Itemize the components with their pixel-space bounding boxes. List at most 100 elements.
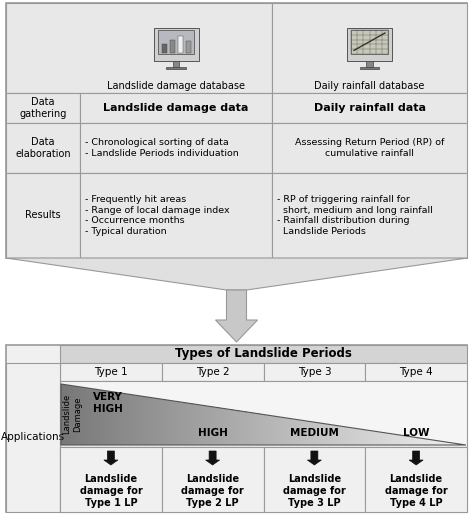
- Bar: [243, 411, 246, 445]
- Text: LOW: LOW: [403, 428, 429, 438]
- Bar: [169, 400, 172, 445]
- Bar: [6, 123, 80, 173]
- Bar: [183, 402, 186, 445]
- Bar: [166, 400, 169, 445]
- Bar: [142, 396, 145, 445]
- Bar: [75, 386, 78, 445]
- Bar: [459, 444, 463, 445]
- Bar: [227, 409, 230, 445]
- Bar: [112, 391, 115, 445]
- Bar: [60, 363, 162, 381]
- Polygon shape: [6, 258, 467, 290]
- Bar: [149, 397, 152, 445]
- Bar: [193, 404, 196, 445]
- Text: - RP of triggering rainfall for
  short, medium and long rainfall
- Rainfall dis: - RP of triggering rainfall for short, m…: [277, 195, 433, 236]
- Bar: [321, 423, 324, 445]
- Bar: [78, 387, 81, 445]
- Bar: [439, 441, 442, 445]
- Bar: [162, 399, 166, 445]
- Bar: [186, 403, 189, 445]
- Bar: [145, 397, 149, 445]
- Bar: [287, 418, 290, 445]
- Bar: [263, 363, 365, 381]
- Bar: [415, 437, 419, 445]
- Bar: [257, 414, 260, 445]
- Bar: [68, 385, 71, 445]
- Bar: [365, 363, 467, 381]
- Bar: [442, 441, 446, 445]
- Text: Daily rainfall database: Daily rainfall database: [315, 81, 425, 91]
- Bar: [196, 404, 200, 445]
- Bar: [91, 389, 95, 445]
- Bar: [233, 410, 236, 445]
- Bar: [272, 3, 467, 93]
- Bar: [432, 440, 436, 445]
- Bar: [203, 405, 206, 445]
- Text: Landslide
damage for
Type 3 LP: Landslide damage for Type 3 LP: [283, 473, 346, 507]
- Bar: [64, 385, 68, 445]
- Bar: [419, 438, 422, 445]
- Bar: [178, 36, 183, 53]
- Bar: [61, 384, 64, 445]
- Bar: [422, 438, 426, 445]
- Bar: [351, 428, 355, 445]
- Bar: [449, 442, 453, 445]
- Bar: [81, 387, 85, 445]
- Bar: [378, 432, 382, 445]
- Bar: [60, 447, 162, 512]
- Bar: [156, 398, 159, 445]
- Bar: [398, 435, 402, 445]
- Bar: [365, 430, 368, 445]
- Bar: [297, 420, 301, 445]
- Bar: [125, 393, 129, 445]
- Text: Landslide damage data: Landslide damage data: [103, 103, 249, 113]
- Bar: [375, 431, 378, 445]
- Bar: [426, 439, 429, 445]
- Bar: [338, 426, 341, 445]
- Bar: [223, 408, 227, 445]
- Bar: [71, 386, 75, 445]
- Bar: [359, 66, 379, 68]
- Bar: [206, 406, 210, 445]
- Bar: [6, 173, 80, 258]
- Bar: [162, 447, 263, 512]
- Bar: [307, 421, 311, 445]
- Bar: [367, 60, 373, 66]
- Bar: [311, 422, 314, 445]
- Bar: [6, 3, 467, 258]
- Bar: [409, 436, 412, 445]
- Bar: [385, 433, 388, 445]
- Bar: [173, 60, 179, 66]
- Bar: [405, 436, 409, 445]
- Bar: [317, 423, 321, 445]
- Bar: [152, 398, 156, 445]
- Bar: [361, 429, 365, 445]
- Bar: [60, 447, 467, 512]
- Bar: [368, 430, 371, 445]
- Bar: [135, 395, 139, 445]
- Bar: [344, 427, 348, 445]
- Bar: [172, 401, 176, 445]
- Bar: [139, 396, 142, 445]
- Bar: [115, 392, 118, 445]
- Bar: [272, 123, 467, 173]
- Bar: [189, 403, 193, 445]
- Text: Data
gathering: Data gathering: [19, 97, 67, 119]
- Bar: [236, 410, 240, 445]
- Bar: [210, 406, 213, 445]
- Bar: [294, 419, 297, 445]
- Bar: [272, 93, 467, 123]
- Text: Type 3: Type 3: [298, 367, 331, 377]
- Bar: [88, 388, 91, 445]
- Bar: [246, 412, 250, 445]
- Bar: [85, 388, 88, 445]
- Bar: [170, 40, 175, 53]
- Bar: [230, 409, 233, 445]
- Text: Type 1: Type 1: [94, 367, 128, 377]
- Bar: [446, 442, 449, 445]
- Bar: [260, 414, 263, 445]
- Bar: [429, 439, 432, 445]
- Bar: [108, 391, 112, 445]
- Bar: [162, 44, 167, 53]
- Bar: [365, 447, 467, 512]
